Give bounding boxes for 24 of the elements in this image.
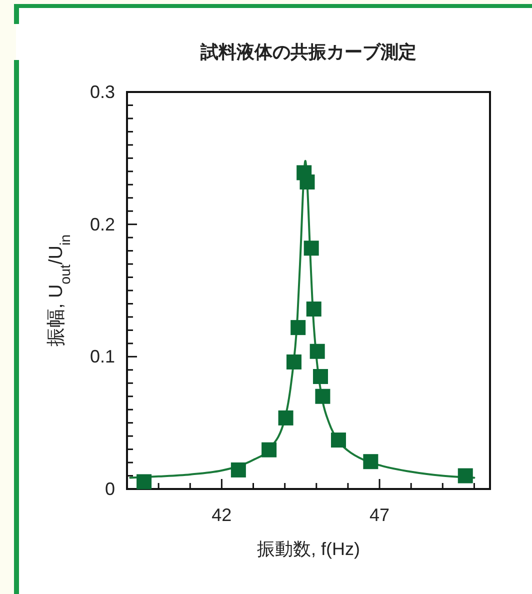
chart-title: 試料液体の共振カーブ測定 <box>200 42 416 62</box>
point <box>290 320 306 336</box>
point <box>363 454 378 470</box>
point <box>286 354 302 370</box>
point <box>315 388 330 404</box>
x-tick-label: 42 <box>212 505 232 525</box>
x-tick-label: 47 <box>370 505 390 525</box>
y-tick-label: 0.2 <box>90 214 115 234</box>
point <box>230 462 246 478</box>
point <box>136 474 152 490</box>
y-tick-label: 0 <box>104 479 115 499</box>
y-tick-label: 0.1 <box>90 346 115 367</box>
point <box>330 432 346 448</box>
x-axis-title: 振動数, f(Hz) <box>257 539 360 559</box>
point <box>262 442 277 458</box>
y-tick-label: 0.3 <box>90 82 115 102</box>
point <box>304 240 319 256</box>
point <box>458 468 473 484</box>
point <box>300 174 315 190</box>
point <box>312 369 328 384</box>
point <box>306 302 322 317</box>
line-series <box>129 160 476 479</box>
point <box>310 344 325 359</box>
point <box>278 410 294 426</box>
